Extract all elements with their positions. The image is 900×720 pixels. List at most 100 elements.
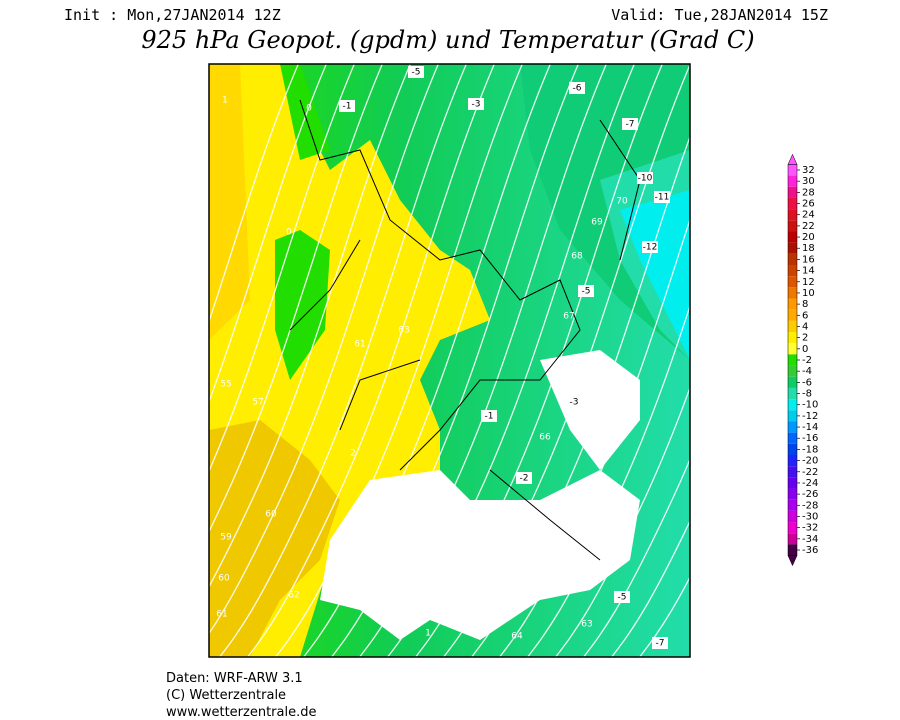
map-label: 59 bbox=[220, 533, 232, 543]
colorbar-label: -4 bbox=[802, 366, 812, 377]
contour-line bbox=[526, 304, 690, 657]
map-label: -5 bbox=[618, 593, 627, 603]
map-label: -3 bbox=[570, 398, 579, 408]
map-label: -7 bbox=[626, 120, 635, 130]
contours bbox=[209, 64, 690, 657]
alps-nodata bbox=[320, 470, 640, 640]
colorbar-swatch bbox=[788, 186, 797, 198]
colorbar-swatch bbox=[788, 421, 797, 433]
colorbar: 32302826242220181614121086420-2-4-6-8-10… bbox=[787, 153, 818, 567]
map-label: 0 bbox=[286, 228, 292, 238]
label-bg bbox=[622, 118, 638, 130]
colorbar-label: 32 bbox=[802, 165, 815, 176]
contour-line bbox=[386, 64, 636, 657]
colorbar-label: -12 bbox=[802, 411, 818, 422]
colorbar-swatch bbox=[788, 242, 797, 254]
label-bg bbox=[578, 285, 594, 297]
map-label: 0 bbox=[306, 104, 312, 114]
map-label: 68 bbox=[571, 252, 583, 262]
map-label: -5 bbox=[412, 68, 421, 78]
colorbar-swatch bbox=[788, 510, 797, 523]
map-label: 64 bbox=[511, 632, 523, 642]
colorbar-swatch bbox=[788, 265, 797, 277]
colorbar-label: 28 bbox=[802, 187, 815, 198]
label-bg bbox=[481, 410, 497, 422]
map-label: 63 bbox=[581, 620, 592, 630]
colorbar-label: -26 bbox=[802, 489, 818, 500]
colorbar-swatch bbox=[788, 320, 797, 333]
colorbar-swatch bbox=[788, 354, 797, 366]
colorbar-swatch bbox=[788, 253, 797, 265]
colorbar-swatch bbox=[788, 477, 797, 489]
map-label: 67 bbox=[563, 312, 574, 322]
colorbar-label: -6 bbox=[802, 377, 812, 388]
map-label: -12 bbox=[643, 243, 658, 253]
colorbar-swatch bbox=[788, 164, 797, 176]
contour-line bbox=[209, 64, 328, 404]
label-bg bbox=[339, 100, 355, 112]
contour-line bbox=[554, 385, 690, 657]
colorbar-label: -10 bbox=[802, 400, 818, 411]
colorbar-swatch bbox=[788, 365, 797, 377]
map-label: 61 bbox=[216, 610, 227, 620]
colorbar-swatch bbox=[788, 175, 797, 187]
map-area: 10 -1-5-3-6-7-10-1170696867-5-12055576163… bbox=[209, 64, 690, 657]
borders bbox=[289, 99, 641, 561]
colorbar-cap bbox=[787, 153, 798, 165]
label-bg bbox=[569, 82, 585, 94]
footer-line: www.wetterzentrale.de bbox=[166, 705, 316, 720]
colorbar-swatch bbox=[788, 309, 797, 321]
colorbar-label: 4 bbox=[802, 321, 808, 332]
colorbar-swatch bbox=[788, 533, 797, 545]
colorbar-label: -30 bbox=[802, 511, 818, 522]
label-bg bbox=[566, 396, 582, 408]
colorbar-label: 14 bbox=[802, 266, 815, 277]
colorbar-label: -24 bbox=[802, 478, 818, 489]
green-patch bbox=[275, 230, 330, 380]
colorbar-swatch bbox=[788, 332, 797, 344]
colorbar-swatch bbox=[788, 499, 797, 511]
contour-line bbox=[209, 64, 300, 324]
map-label: -6 bbox=[573, 84, 582, 94]
colorbar-outline bbox=[787, 164, 798, 556]
colorbar-label: -32 bbox=[802, 523, 818, 534]
colorbar-label: -2 bbox=[802, 355, 812, 366]
map-label: 62 bbox=[288, 591, 299, 601]
colorbar-swatch bbox=[788, 209, 797, 221]
colorbar-swatch bbox=[788, 432, 797, 444]
colorbar-swatch bbox=[788, 387, 797, 400]
footer-line: (C) Wetterzentrale bbox=[166, 688, 286, 703]
map-label: 57 bbox=[252, 398, 263, 408]
contour-line bbox=[638, 575, 690, 657]
contour-line bbox=[358, 64, 608, 657]
contour-line bbox=[302, 64, 552, 657]
colorbar-label: 12 bbox=[802, 277, 815, 288]
map-label: 66 bbox=[539, 433, 551, 443]
contour-line bbox=[330, 64, 580, 657]
colorbar-swatch bbox=[788, 544, 797, 556]
map-label: 70 bbox=[616, 197, 628, 207]
contour-line bbox=[209, 64, 384, 534]
colorbar-label: 2 bbox=[802, 333, 808, 344]
contour-line bbox=[414, 64, 664, 657]
contour-line bbox=[610, 519, 690, 657]
colorbar-swatch bbox=[788, 220, 797, 232]
colorbar-swatch bbox=[788, 522, 797, 534]
map-label: -2 bbox=[520, 474, 529, 484]
colorbar-swatch bbox=[788, 287, 797, 299]
colorbar-label: -28 bbox=[802, 500, 818, 511]
colorbar-label: 6 bbox=[802, 310, 808, 321]
label-bg bbox=[468, 98, 484, 110]
map-label: -11 bbox=[655, 193, 670, 203]
contour-line bbox=[209, 64, 440, 635]
colorbar-swatch bbox=[788, 488, 797, 500]
colorbar-label: -14 bbox=[802, 422, 818, 433]
warmer-edge bbox=[209, 64, 250, 340]
colorbar-swatch bbox=[788, 197, 797, 210]
label-bg bbox=[652, 637, 668, 649]
map-label: 60 bbox=[218, 574, 230, 584]
colorbar-swatch bbox=[788, 399, 797, 411]
colorbar-swatch bbox=[788, 455, 797, 467]
map-label: 60 bbox=[265, 510, 277, 520]
map-label: -1 bbox=[343, 102, 352, 112]
